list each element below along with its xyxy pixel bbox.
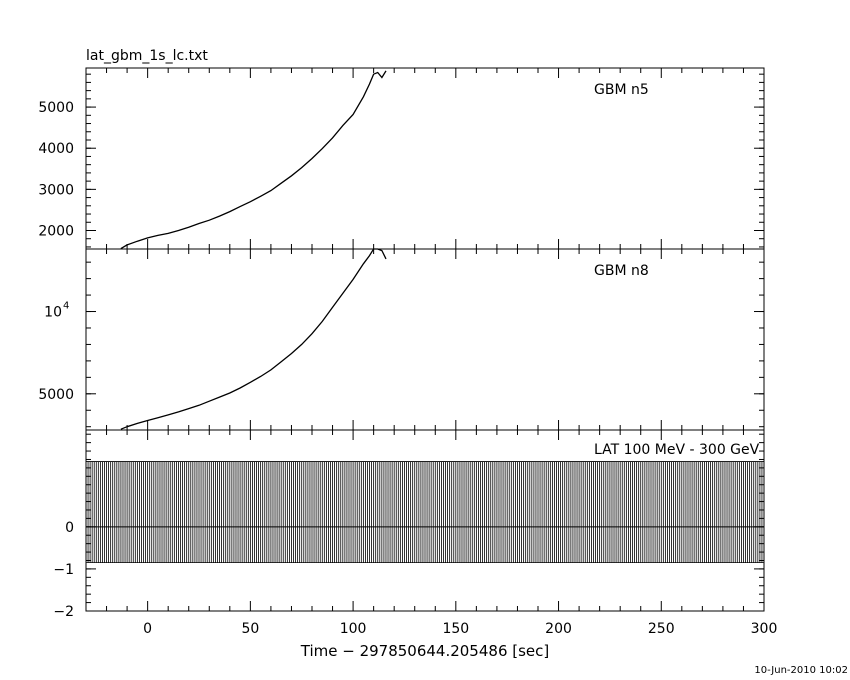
panel-top: 2000 3000 4000 5000 GBM n5 xyxy=(38,67,765,250)
x-tick-label: 100 xyxy=(340,621,367,637)
x-tick-label: 250 xyxy=(648,621,675,637)
y-tick-label: 10 xyxy=(44,305,62,321)
y-tick-label: 2000 xyxy=(38,223,74,239)
y-tick-label: 0 xyxy=(65,520,74,536)
panel-label: LAT 100 MeV - 300 GeV xyxy=(594,442,760,458)
panel-bottom: −2 −1 0 LAT 100 MeV - 300 GeV 0 50 100 150 200 25… xyxy=(53,429,778,660)
panel-label: GBM n8 xyxy=(594,263,649,279)
y-tick-label: 4000 xyxy=(38,141,74,157)
y-tick-label: 5000 xyxy=(38,387,74,403)
x-tick-label: 50 xyxy=(241,621,259,637)
panel-label: GBM n5 xyxy=(594,82,649,98)
y-tick-label: 5000 xyxy=(38,100,74,116)
panel-middle: 5000 10 4 GBM n8 xyxy=(38,248,765,431)
panel-frame xyxy=(85,67,765,250)
y-tick-label: −1 xyxy=(53,562,74,578)
x-tick-label: 200 xyxy=(545,621,572,637)
y-tick-label: 3000 xyxy=(38,182,74,198)
panel-frame xyxy=(85,248,765,431)
x-tick-label: 300 xyxy=(751,621,778,637)
x-tick-label: 150 xyxy=(442,621,469,637)
x-axis-label: Time − 297850644.205486 [sec] xyxy=(300,642,550,660)
file-title: lat_gbm_1s_lc.txt xyxy=(86,48,208,64)
light-curve-line-top xyxy=(120,70,387,250)
y-tick-label: −2 xyxy=(53,604,74,620)
y-tick-exponent: 4 xyxy=(63,301,69,312)
light-curve-line-middle xyxy=(120,248,387,430)
x-tick-label: 0 xyxy=(143,621,152,637)
timestamp: 10-Jun-2010 10:02 xyxy=(754,665,848,676)
